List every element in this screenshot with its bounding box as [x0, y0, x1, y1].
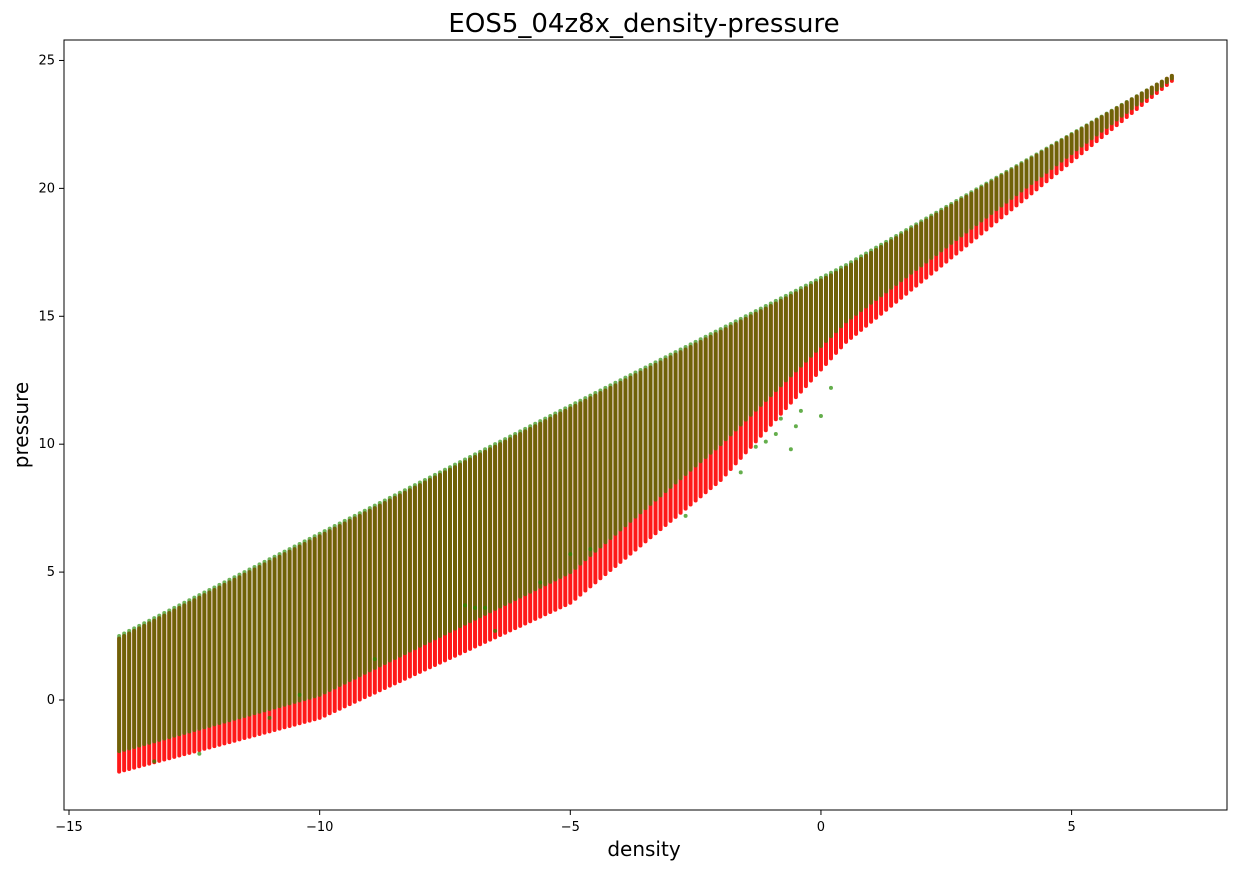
- y-tick-label: 10: [38, 437, 55, 452]
- data-point: [793, 424, 798, 429]
- data-point: [738, 470, 743, 475]
- data-point: [152, 759, 157, 764]
- data-point: [473, 605, 478, 610]
- y-tick-label: 5: [47, 565, 55, 580]
- data-point: [588, 547, 593, 552]
- data-point: [483, 605, 488, 610]
- y-axis-label: pressure: [9, 382, 33, 468]
- data-point: [568, 552, 573, 557]
- data-point: [773, 431, 778, 436]
- plot-area: [117, 73, 1174, 774]
- y-tick-label: 25: [38, 53, 55, 68]
- x-tick-label: −5: [561, 820, 580, 835]
- y-tick-label: 20: [38, 181, 55, 196]
- y-tick-label: 15: [38, 309, 55, 324]
- data-point: [197, 751, 202, 756]
- x-axis-label: density: [607, 837, 680, 861]
- axes-frame: [63, 39, 1228, 811]
- data-point: [538, 580, 543, 585]
- series-2: [117, 73, 1174, 764]
- data-point: [463, 603, 468, 608]
- x-tick-label: 5: [1067, 820, 1075, 835]
- axis-ticks: −15 −10 −5 0 5 0 5 10 15 20 25: [38, 53, 1075, 835]
- y-tick-label: 0: [47, 693, 55, 708]
- data-point: [372, 657, 377, 662]
- data-point: [683, 513, 688, 518]
- data-point: [778, 416, 783, 421]
- x-tick-label: −15: [55, 820, 82, 835]
- chart-title: EOS5_04z8x_density-pressure: [448, 9, 839, 39]
- data-point: [493, 628, 498, 633]
- x-tick-label: 0: [817, 820, 825, 835]
- data-point: [828, 385, 833, 390]
- data-point: [267, 715, 272, 720]
- data-point: [763, 439, 768, 444]
- x-tick-label: −10: [306, 820, 333, 835]
- data-point: [297, 692, 302, 697]
- data-point: [798, 408, 803, 413]
- data-point: [753, 444, 758, 449]
- data-point: [788, 447, 793, 452]
- data-point: [818, 414, 823, 419]
